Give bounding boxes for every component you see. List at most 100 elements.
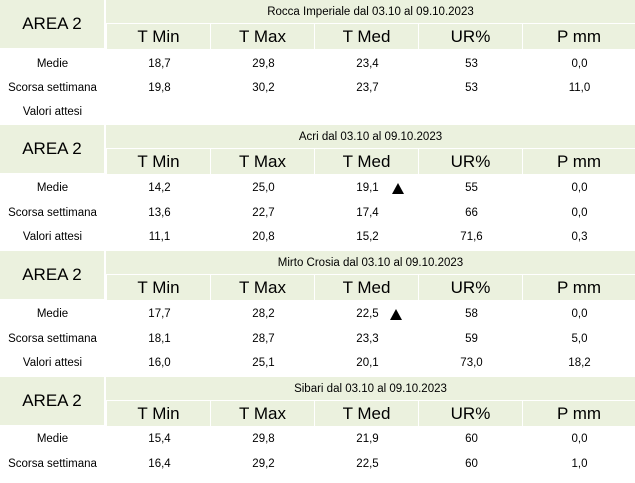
col-header-tmax: T Max xyxy=(210,401,314,426)
value-tmin xyxy=(108,100,211,124)
value-tmax: 25,1 xyxy=(252,357,275,369)
value-tmed xyxy=(316,100,419,124)
value-tmax: 25,0 xyxy=(252,182,275,194)
value-ur: 59 xyxy=(465,333,478,345)
value-tmed: 17,4 xyxy=(356,207,379,219)
table-row: Medie 14,2 25,0 19,1 55 0,0 xyxy=(0,176,635,200)
value-tmin: 16,4 xyxy=(148,458,171,470)
value-ur: 53 xyxy=(465,58,478,70)
value-tmin: 16,0 xyxy=(148,357,171,369)
row-label: Medie xyxy=(36,58,69,70)
value-ur: 66 xyxy=(465,207,478,219)
area-label: AREA 2 xyxy=(0,377,105,426)
value-ur: 55 xyxy=(465,182,478,194)
value-ur: 73,0 xyxy=(460,357,483,369)
value-tmin: 15,4 xyxy=(148,433,171,445)
value-tmax: 28,7 xyxy=(252,333,275,345)
value-pmm: 18,2 xyxy=(568,357,591,369)
col-header-pmm: P mm xyxy=(522,275,635,300)
value-tmin: 18,1 xyxy=(148,333,171,345)
row-label: Medie xyxy=(36,433,69,445)
value-tmax: 22,7 xyxy=(252,207,275,219)
col-header-tmin: T Min xyxy=(106,401,210,426)
value-pmm: 0,0 xyxy=(571,433,588,445)
value-tmax: 20,8 xyxy=(252,231,275,243)
row-label: Valori attesi xyxy=(22,106,83,118)
value-pmm: 0,3 xyxy=(571,231,588,243)
table-row: Medie 18,7 29,8 23,4 53 0,0 xyxy=(0,52,635,76)
value-tmin: 14,2 xyxy=(148,182,171,194)
col-header-tmax: T Max xyxy=(210,275,314,300)
station-title: Rocca Imperiale dal 03.10 al 09.10.2023 xyxy=(106,0,635,24)
area-label: AREA 2 xyxy=(0,0,105,49)
value-pmm: 0,0 xyxy=(571,182,588,194)
col-header-tmax: T Max xyxy=(210,149,314,174)
table-row: Medie 15,4 29,8 21,9 60 0,0 xyxy=(0,427,635,451)
col-header-pmm: P mm xyxy=(522,401,635,426)
table-row: Valori attesi 11,1 20,8 15,2 71,6 0,3 xyxy=(0,225,635,249)
value-pmm: 0,0 xyxy=(571,58,588,70)
table-row: Valori attesi xyxy=(0,100,635,124)
value-tmax: 29,8 xyxy=(252,58,275,70)
value-ur: 71,6 xyxy=(460,231,483,243)
up-triangle-icon xyxy=(392,183,404,194)
row-label: Scorsa settimana xyxy=(8,82,97,94)
value-tmed: 23,4 xyxy=(356,58,379,70)
up-triangle-icon xyxy=(390,309,402,320)
col-header-ur: UR% xyxy=(418,24,522,49)
row-label: Valori attesi xyxy=(22,357,83,369)
value-tmed: 15,2 xyxy=(356,231,379,243)
station-title: Acri dal 03.10 al 09.10.2023 xyxy=(106,125,635,149)
table-row: Scorsa settimana 16,4 29,2 22,5 60 1,0 xyxy=(0,452,635,476)
row-label: Scorsa settimana xyxy=(8,207,97,219)
row-label: Scorsa settimana xyxy=(8,333,97,345)
value-pmm xyxy=(524,100,635,124)
value-tmed: 22,5 xyxy=(356,458,379,470)
row-label: Scorsa settimana xyxy=(8,458,97,470)
col-header-ur: UR% xyxy=(418,401,522,426)
value-pmm: 0,0 xyxy=(571,207,588,219)
value-tmed: 21,9 xyxy=(356,433,379,445)
table-row: Medie 17,7 28,2 22,5 58 0,0 xyxy=(0,302,635,326)
value-tmax: 28,2 xyxy=(252,308,275,320)
col-header-pmm: P mm xyxy=(522,149,635,174)
row-label: Valori attesi xyxy=(22,231,83,243)
col-header-tmed: T Med xyxy=(314,149,418,174)
table-row: Scorsa settimana 19,8 30,2 23,7 53 11,0 xyxy=(0,76,635,100)
value-ur xyxy=(420,100,523,124)
col-header-tmin: T Min xyxy=(106,24,210,49)
value-tmed: 20,1 xyxy=(356,357,379,369)
value-pmm: 11,0 xyxy=(568,82,591,94)
value-tmin: 11,1 xyxy=(148,231,171,243)
value-tmin: 13,6 xyxy=(148,207,171,219)
value-tmed: 23,3 xyxy=(356,333,379,345)
value-pmm: 1,0 xyxy=(571,458,588,470)
col-header-tmed: T Med xyxy=(314,275,418,300)
value-tmed: 22,5 xyxy=(356,308,379,320)
value-tmax xyxy=(212,100,315,124)
area-label: AREA 2 xyxy=(0,251,105,300)
value-ur: 60 xyxy=(465,433,478,445)
value-tmax: 30,2 xyxy=(252,82,275,94)
value-pmm: 0,0 xyxy=(571,308,588,320)
table-row: Valori attesi 16,0 25,1 20,1 73,0 18,2 xyxy=(0,351,635,375)
table-row: Scorsa settimana 13,6 22,7 17,4 66 0,0 xyxy=(0,201,635,225)
value-tmin: 19,8 xyxy=(148,82,171,94)
col-header-ur: UR% xyxy=(418,149,522,174)
col-header-ur: UR% xyxy=(418,275,522,300)
station-title: Sibari dal 03.10 al 09.10.2023 xyxy=(106,377,635,401)
value-tmin: 18,7 xyxy=(148,58,171,70)
value-ur: 53 xyxy=(465,82,478,94)
value-tmin: 17,7 xyxy=(148,308,171,320)
col-header-pmm: P mm xyxy=(522,24,635,49)
area-label: AREA 2 xyxy=(0,125,105,174)
value-tmax: 29,2 xyxy=(252,458,275,470)
value-tmed: 19,1 xyxy=(356,182,379,194)
col-header-tmed: T Med xyxy=(314,24,418,49)
row-label: Medie xyxy=(36,308,69,320)
station-title: Mirto Crosia dal 03.10 al 09.10.2023 xyxy=(106,251,635,275)
col-header-tmin: T Min xyxy=(106,149,210,174)
value-tmax: 29,8 xyxy=(252,433,275,445)
col-header-tmed: T Med xyxy=(314,401,418,426)
col-header-tmax: T Max xyxy=(210,24,314,49)
